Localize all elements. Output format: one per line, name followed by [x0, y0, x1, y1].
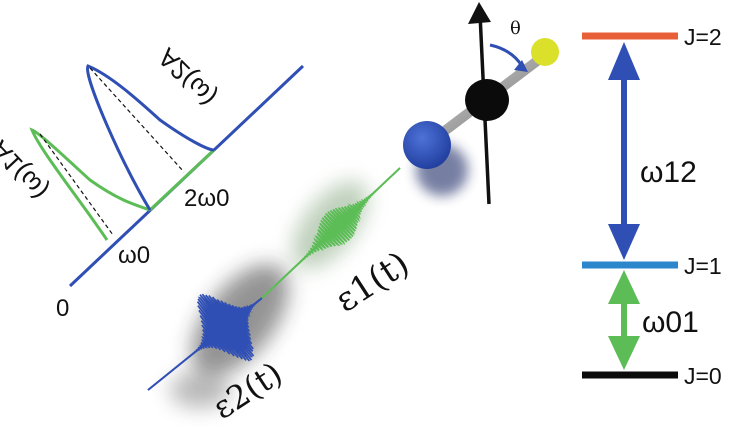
- omega0-label: ω0: [118, 242, 150, 269]
- a2-label: A2(ω): [152, 42, 222, 112]
- a1-spectrum-curve: [29, 127, 151, 241]
- theta-label: θ: [510, 18, 521, 39]
- omega12-arrowhead-down: [608, 224, 640, 260]
- omega12-arrowhead-up: [608, 42, 640, 80]
- theta-arrowhead: [514, 60, 528, 72]
- a1-label: A1(ω): [0, 135, 54, 206]
- omega01-arrowhead-up: [608, 270, 640, 304]
- two-omega0-label: 2ω0: [184, 185, 229, 212]
- blue-atom: [403, 121, 451, 169]
- omega01-label: ω01: [642, 306, 699, 339]
- black-atom: [465, 79, 509, 121]
- omega01-arrowhead-down: [608, 336, 640, 370]
- energy-level-diagram: J=2 J=1 J=0 ω12 ω01: [582, 24, 722, 389]
- e1-label: ε1(t): [328, 244, 416, 321]
- pulse2-oscillation: [147, 293, 263, 391]
- j1-label: J=1: [684, 253, 722, 279]
- pulse1-oscillation: [261, 167, 401, 299]
- yellow-atom: [531, 38, 559, 66]
- j0-label: J=0: [684, 363, 722, 389]
- lab-axis-arrowhead: [468, 2, 491, 24]
- a2-spectrum-curve: [86, 64, 215, 211]
- omega12-label: ω12: [640, 156, 697, 189]
- a2-peak-dashed-line: [89, 67, 185, 173]
- molecule: θ: [403, 2, 559, 205]
- pulse2-shadow-tail: [170, 372, 230, 408]
- theta-arc: [489, 43, 524, 67]
- origin-label: 0: [56, 295, 69, 322]
- j2-label: J=2: [684, 24, 722, 50]
- a1-axis-segment: [148, 148, 216, 212]
